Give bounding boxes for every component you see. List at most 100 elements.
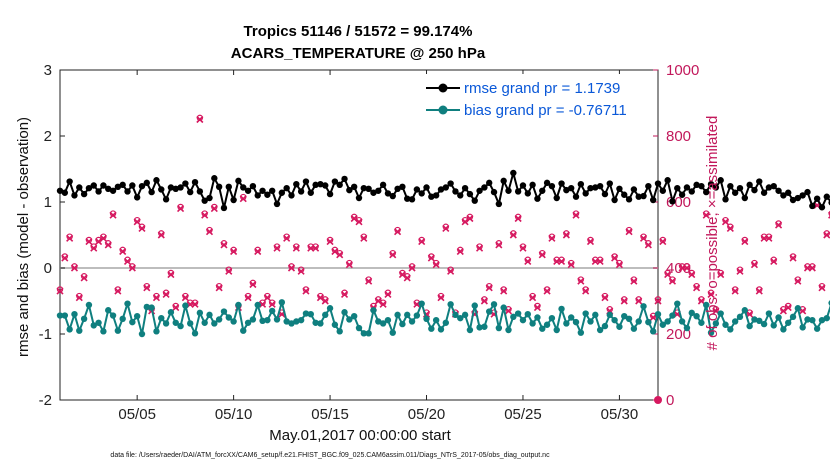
bias-point xyxy=(322,311,329,319)
rmse-point xyxy=(751,186,758,194)
bias-point xyxy=(442,319,450,326)
rmse-point xyxy=(775,187,782,194)
legend-bias-label: bias grand pr = -0.76711 xyxy=(464,102,627,119)
bias-point xyxy=(133,312,141,320)
end-point-zero-obs xyxy=(654,396,662,404)
rmse-point xyxy=(558,180,565,187)
obs-possible-point xyxy=(85,236,93,244)
bias-point xyxy=(645,318,652,326)
y2-tick-label: 1000 xyxy=(666,62,699,79)
rmse-point xyxy=(780,192,787,199)
bias-point xyxy=(823,314,830,322)
rmse-point xyxy=(760,189,768,196)
obs-possible-point xyxy=(211,203,218,211)
obs-possible-point xyxy=(428,253,435,260)
rmse-point xyxy=(105,185,112,192)
bias-point xyxy=(158,314,165,322)
rmse-point xyxy=(621,191,628,198)
rmse-point xyxy=(539,187,546,194)
rmse-point xyxy=(379,181,387,189)
rmse-point xyxy=(375,187,382,194)
y-tick-label: 2 xyxy=(44,128,52,145)
rmse-point xyxy=(322,182,329,189)
obs-possible-point xyxy=(114,286,122,293)
obs-possible-point xyxy=(780,306,787,313)
obs-possible-point xyxy=(346,259,353,267)
obs-possible-point xyxy=(529,292,536,300)
bias-point xyxy=(693,312,700,320)
obs-possible-point xyxy=(630,276,638,283)
bias-point xyxy=(423,315,430,323)
obs-possible-point xyxy=(688,269,695,277)
rmse-point xyxy=(293,180,300,188)
obs-possible-point xyxy=(707,289,715,296)
obs-possible-point xyxy=(293,243,300,250)
bias-point xyxy=(572,318,580,326)
rmse-point xyxy=(442,184,450,191)
rmse-point xyxy=(162,196,170,203)
bias-point xyxy=(500,304,507,311)
bias-point xyxy=(616,323,623,330)
bias-point xyxy=(384,316,392,324)
rmse-point xyxy=(703,188,710,196)
rmse-point xyxy=(336,181,343,189)
bias-point xyxy=(278,299,286,306)
obs-possible-point xyxy=(775,220,782,227)
obs-possible-point xyxy=(206,226,213,234)
obs-possible-point xyxy=(514,213,522,221)
rmse-point xyxy=(592,184,599,191)
rmse-point xyxy=(519,182,527,189)
obs-possible-point xyxy=(283,233,290,240)
obs-possible-markers xyxy=(56,114,830,320)
rmse-point xyxy=(268,187,276,194)
rmse-point xyxy=(698,182,705,190)
bias-point xyxy=(326,305,334,312)
rmse-point xyxy=(529,181,536,189)
legend-bias-marker xyxy=(438,105,448,115)
obs-possible-point xyxy=(731,286,739,293)
bias-point xyxy=(172,319,179,326)
obs-possible-point xyxy=(664,269,671,277)
obs-possible-point xyxy=(158,230,165,237)
obs-possible-point xyxy=(751,259,758,267)
bias-point xyxy=(640,303,647,310)
rmse-point xyxy=(61,189,69,196)
bias-point xyxy=(630,325,638,332)
rmse-point xyxy=(249,182,257,190)
bias-point xyxy=(457,314,464,322)
bias-point xyxy=(264,316,271,324)
bias-point xyxy=(360,330,368,337)
bias-point xyxy=(432,316,440,324)
rmse-point xyxy=(606,180,613,187)
rmse-point xyxy=(756,178,763,185)
rmse-point xyxy=(133,194,141,201)
obs-possible-point xyxy=(437,292,445,300)
data-file-footer: data file: /Users/raeder/DAI/ATM_forcXX/… xyxy=(110,452,550,459)
obs-possible-point xyxy=(789,253,797,260)
bias-point xyxy=(124,300,131,307)
bias-point xyxy=(558,305,565,313)
bias-point xyxy=(418,300,425,307)
bias-point xyxy=(717,310,724,317)
rmse-point xyxy=(326,190,334,198)
bias-point xyxy=(780,326,787,333)
obs-possible-point xyxy=(785,302,792,310)
obs-possible-point xyxy=(727,223,734,230)
rmse-point xyxy=(577,180,585,188)
rmse-point xyxy=(543,179,551,187)
bias-point xyxy=(592,311,599,319)
obs-possible-point xyxy=(119,246,126,254)
rmse-point xyxy=(437,186,445,193)
rmse-point xyxy=(80,190,88,198)
rmse-point xyxy=(731,189,739,196)
obs-possible-point xyxy=(215,282,223,290)
obs-possible-point xyxy=(162,289,170,296)
bias-point xyxy=(399,320,406,328)
bias-point xyxy=(162,320,170,327)
bias-point xyxy=(519,316,527,324)
rmse-point xyxy=(476,187,483,194)
rmse-point xyxy=(809,202,816,210)
bias-point xyxy=(297,316,305,324)
rmse-point xyxy=(341,175,348,183)
x-tick-label: 05/10 xyxy=(215,406,253,423)
